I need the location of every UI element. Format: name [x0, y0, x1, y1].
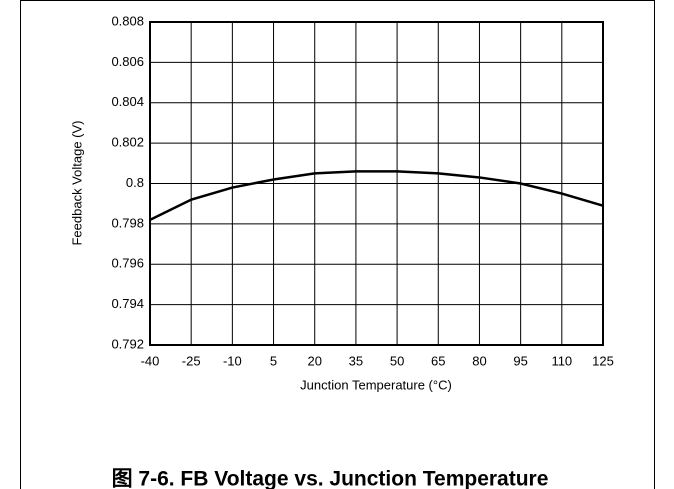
data-line	[149, 170, 604, 221]
y-tick-label: 0.792	[111, 336, 144, 351]
y-tick-label: 0.808	[111, 13, 144, 28]
y-tick-label: 0.804	[111, 94, 144, 109]
x-tick-label: 110	[551, 353, 572, 368]
x-tick-label: 5	[270, 353, 277, 368]
y-axis-label: Feedback Voltage (V)	[69, 120, 84, 245]
x-tick-label: 50	[390, 353, 404, 368]
x-tick-label: -10	[223, 353, 242, 368]
x-tick-label: 35	[349, 353, 363, 368]
x-tick-label: 65	[431, 353, 445, 368]
x-tick-label: 125	[592, 353, 614, 368]
y-tick-label: 0.802	[111, 135, 144, 150]
caption: 图 7-6. FB Voltage vs. Junction Temperatu…	[112, 468, 549, 489]
x-tick-label: 80	[472, 353, 486, 368]
plot-border	[149, 21, 604, 346]
x-axis-label: Junction Temperature (°C)	[300, 377, 452, 392]
y-tick-label: 0.8	[126, 175, 144, 190]
y-tick-label: 0.794	[111, 296, 144, 311]
y-tick-label: 0.796	[111, 256, 144, 271]
x-tick-label: 20	[307, 353, 321, 368]
x-tick-label: -25	[182, 353, 201, 368]
y-tick-label: 0.806	[111, 54, 144, 69]
x-tick-label: 95	[513, 353, 527, 368]
y-tick-label: 0.798	[111, 215, 144, 230]
x-tick-label: -40	[141, 353, 160, 368]
